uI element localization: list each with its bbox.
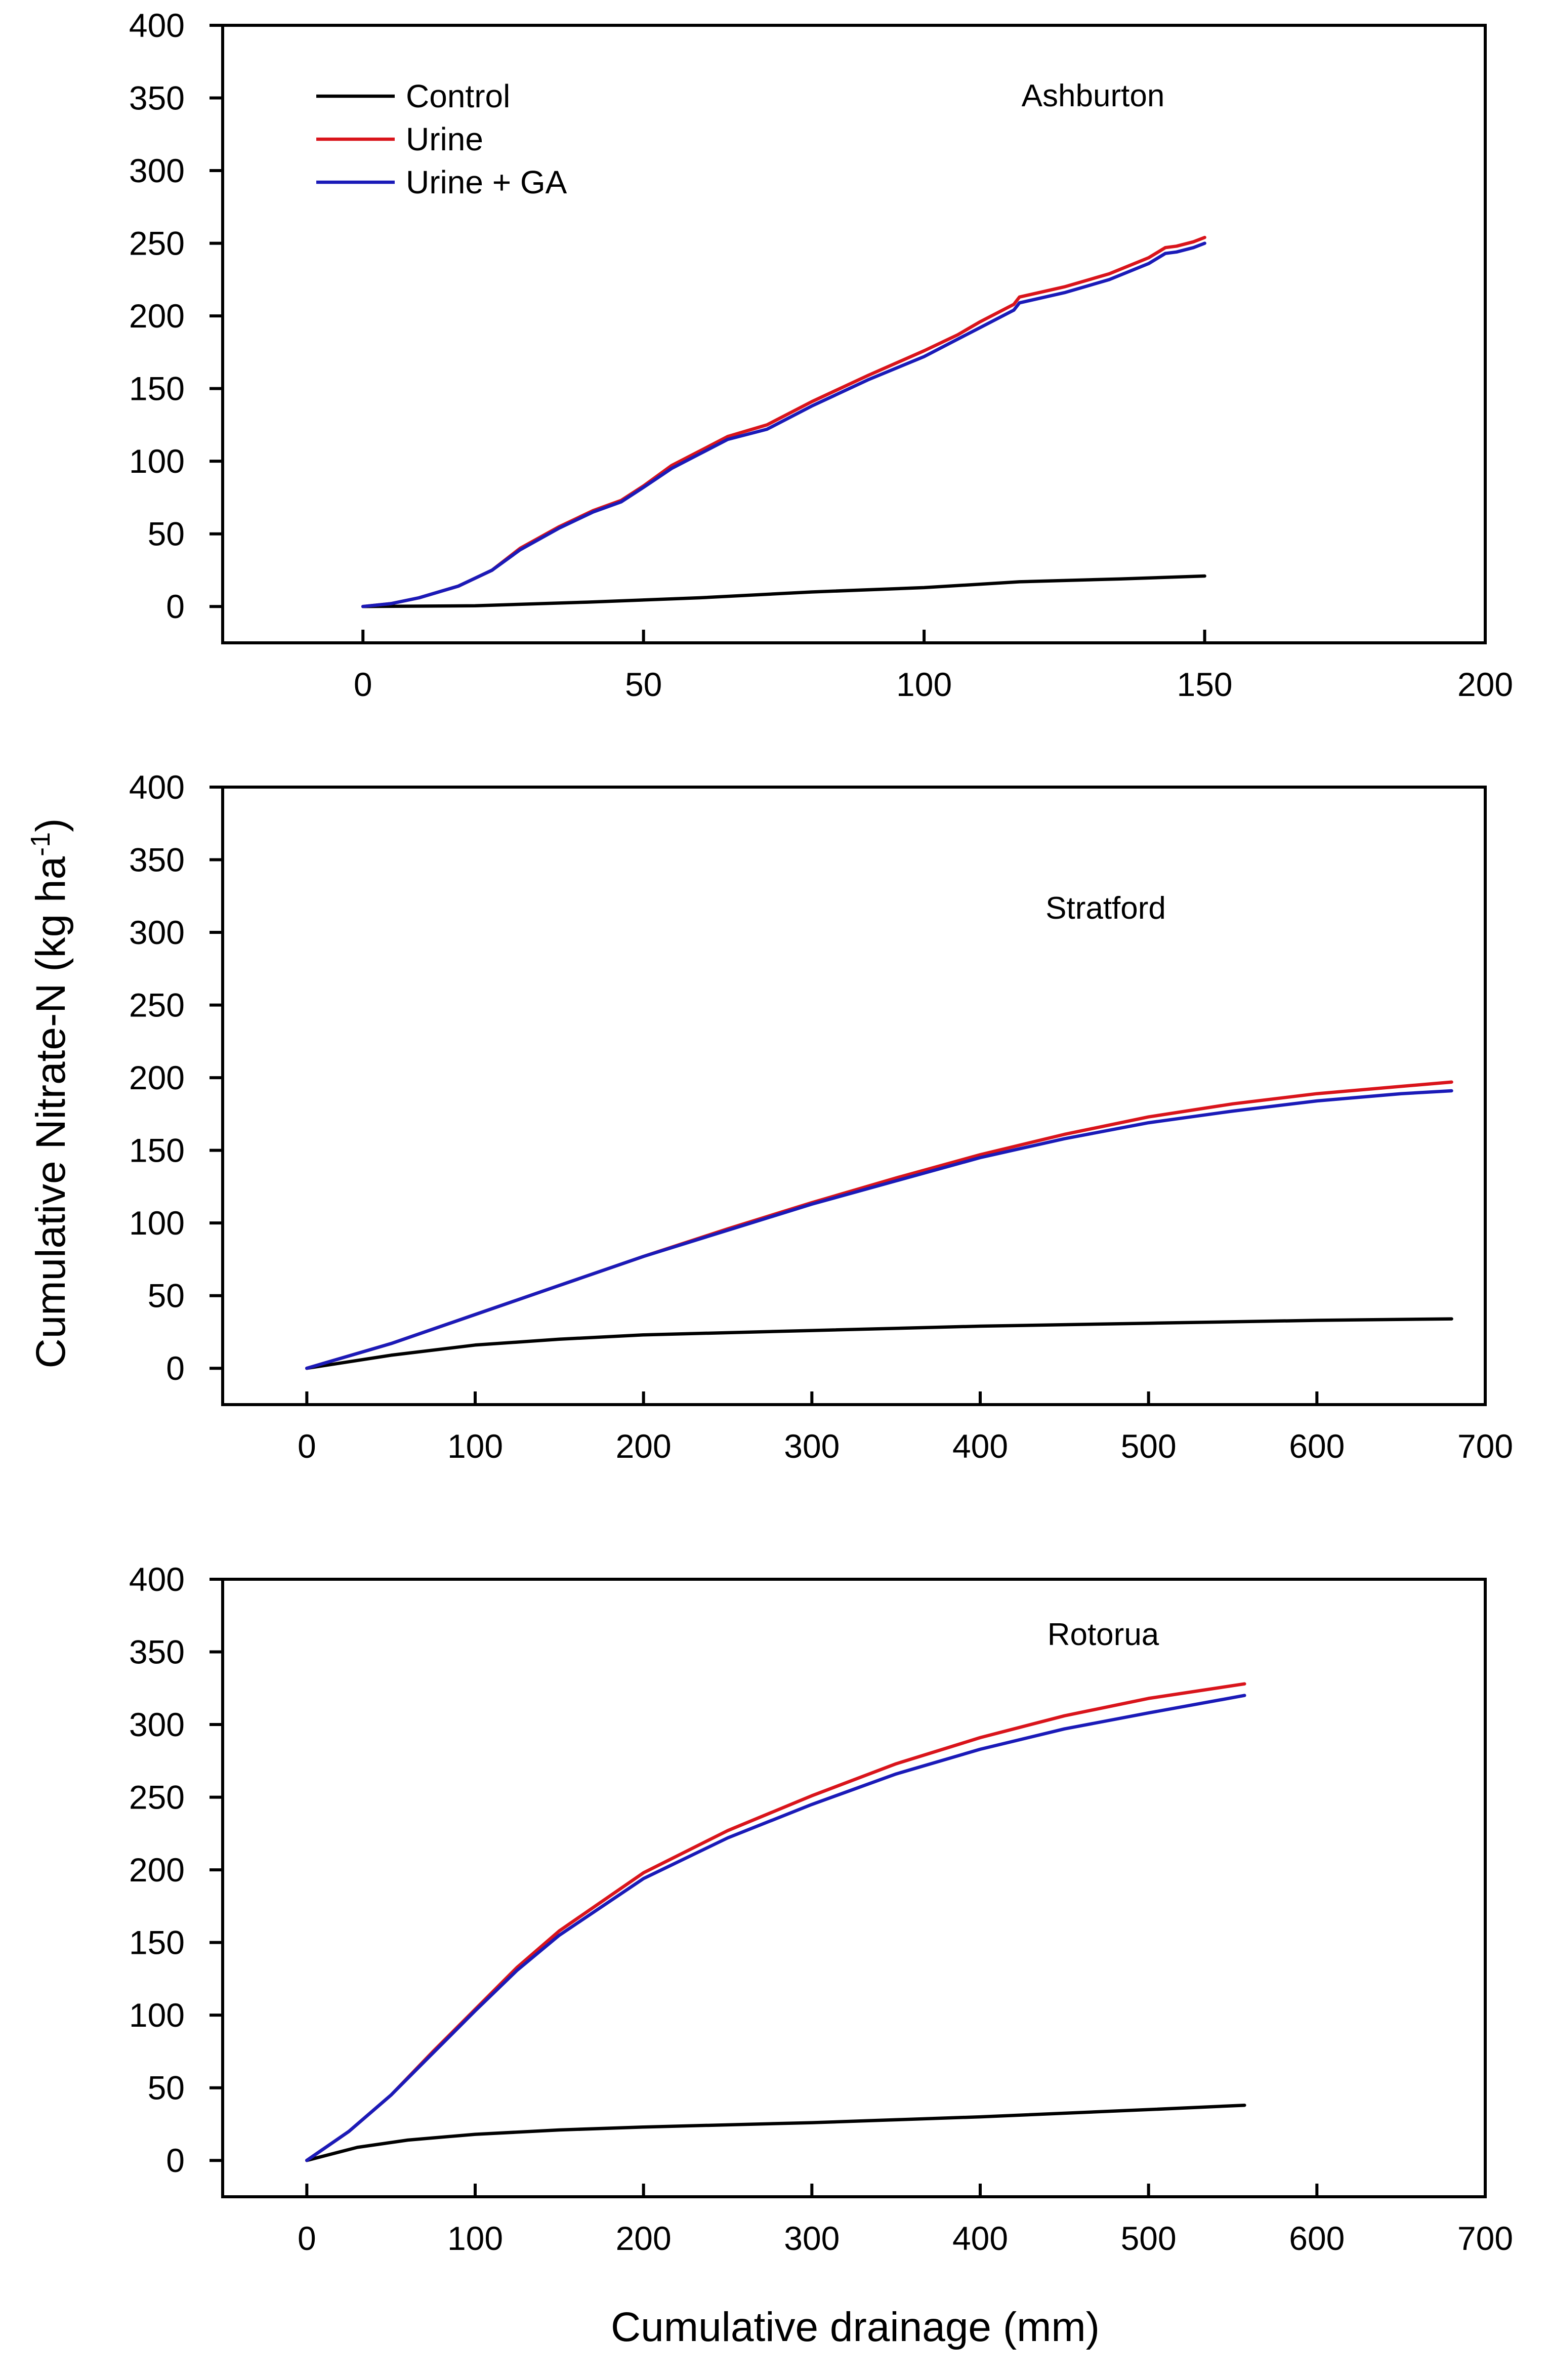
- x-tick-label: 100: [447, 1427, 503, 1465]
- panel-title: Ashburton: [1022, 78, 1165, 113]
- series-line-control: [305, 2103, 1246, 2162]
- y-tick-label: 100: [129, 1204, 185, 1242]
- y-tick-label: 50: [148, 1277, 185, 1315]
- legend: Control Urine Urine + GA: [316, 78, 567, 200]
- y-tick-label: 250: [129, 225, 185, 262]
- y-tick-label: 200: [129, 1851, 185, 1889]
- y-tick-label: 250: [129, 1779, 185, 1816]
- panel-ashburton: 0 50 100 150 200 250 300 350 400 0 50 100 150 200 Ashb…: [129, 7, 1513, 703]
- y-tick-label: 50: [148, 2069, 185, 2107]
- y-tick-label: 50: [148, 515, 185, 553]
- x-tick-label: 200: [616, 2220, 672, 2257]
- y-tick-label: 0: [166, 1349, 185, 1387]
- y-tick-label: 300: [129, 152, 185, 189]
- y-tick-label: 300: [129, 1706, 185, 1743]
- x-tick-label: 400: [952, 1427, 1008, 1465]
- x-tick-label: 100: [447, 2220, 503, 2257]
- y-tick-label: 200: [129, 1059, 185, 1096]
- y-tick-label: 300: [129, 914, 185, 951]
- y-tick-label: 0: [166, 2142, 185, 2179]
- x-tick-label: 500: [1121, 1427, 1177, 1465]
- series-line-urine-ga: [305, 1694, 1246, 2162]
- panel-rotorua: 0 50 100 150 200 250 300 350 400 0 100 200 300 400 500…: [129, 1561, 1513, 2257]
- x-tick-label: 200: [1457, 666, 1513, 703]
- y-tick-label: 350: [129, 79, 185, 117]
- panel-title: Stratford: [1045, 891, 1166, 926]
- y-tick-label: 100: [129, 1996, 185, 2034]
- x-tick-label: 0: [354, 666, 372, 703]
- y-axis-title: Cumulative Nitrate-N (kg ha-1): [25, 818, 74, 1369]
- plot-frame: [221, 24, 1487, 644]
- series-line-control: [361, 574, 1206, 608]
- y-tick-label: 150: [129, 370, 185, 407]
- x-tick-label: 700: [1457, 2220, 1513, 2257]
- y-tick-label: 400: [129, 768, 185, 806]
- series-line-urine-ga: [305, 1089, 1453, 1370]
- x-tick-label: 300: [784, 1427, 840, 1465]
- y-tick-label: 150: [129, 1924, 185, 1961]
- x-tick-label: 50: [625, 666, 662, 703]
- legend-label-urine: Urine: [406, 121, 483, 157]
- legend-label-control: Control: [406, 78, 510, 114]
- y-tick-label: 400: [129, 7, 185, 44]
- y-tick-label: 350: [129, 1633, 185, 1671]
- x-tick-label: 600: [1289, 1427, 1345, 1465]
- x-tick-label: 200: [616, 1427, 672, 1465]
- x-tick-label: 150: [1177, 666, 1232, 703]
- x-tick-label: 0: [298, 2220, 316, 2257]
- plot-frame: [221, 1578, 1487, 2198]
- x-tick-label: 100: [896, 666, 952, 703]
- x-tick-label: 400: [952, 2220, 1008, 2257]
- series-line-control: [305, 1317, 1453, 1370]
- series-line-urine-ga: [361, 241, 1206, 608]
- legend-label-urine-ga: Urine + GA: [406, 164, 567, 200]
- y-tick-label: 150: [129, 1132, 185, 1169]
- x-tick-label: 500: [1121, 2220, 1177, 2257]
- x-tick-label: 0: [298, 1427, 316, 1465]
- panel-stratford: 0 50 100 150 200 250 300 350 400 0 100 200 300 400 500…: [129, 768, 1513, 1465]
- plot-frame: [221, 786, 1487, 1406]
- y-tick-label: 400: [129, 1561, 185, 1598]
- y-tick-label: 0: [166, 588, 185, 625]
- y-tick-label: 350: [129, 841, 185, 879]
- y-tick-label: 200: [129, 297, 185, 335]
- y-tick-label: 250: [129, 987, 185, 1024]
- y-tick-label: 100: [129, 442, 185, 480]
- x-tick-label: 300: [784, 2220, 840, 2257]
- x-axis-title: Cumulative drainage (mm): [611, 2304, 1100, 2350]
- panel-title: Rotorua: [1048, 1617, 1159, 1652]
- x-tick-label: 600: [1289, 2220, 1345, 2257]
- x-tick-label: 700: [1457, 1427, 1513, 1465]
